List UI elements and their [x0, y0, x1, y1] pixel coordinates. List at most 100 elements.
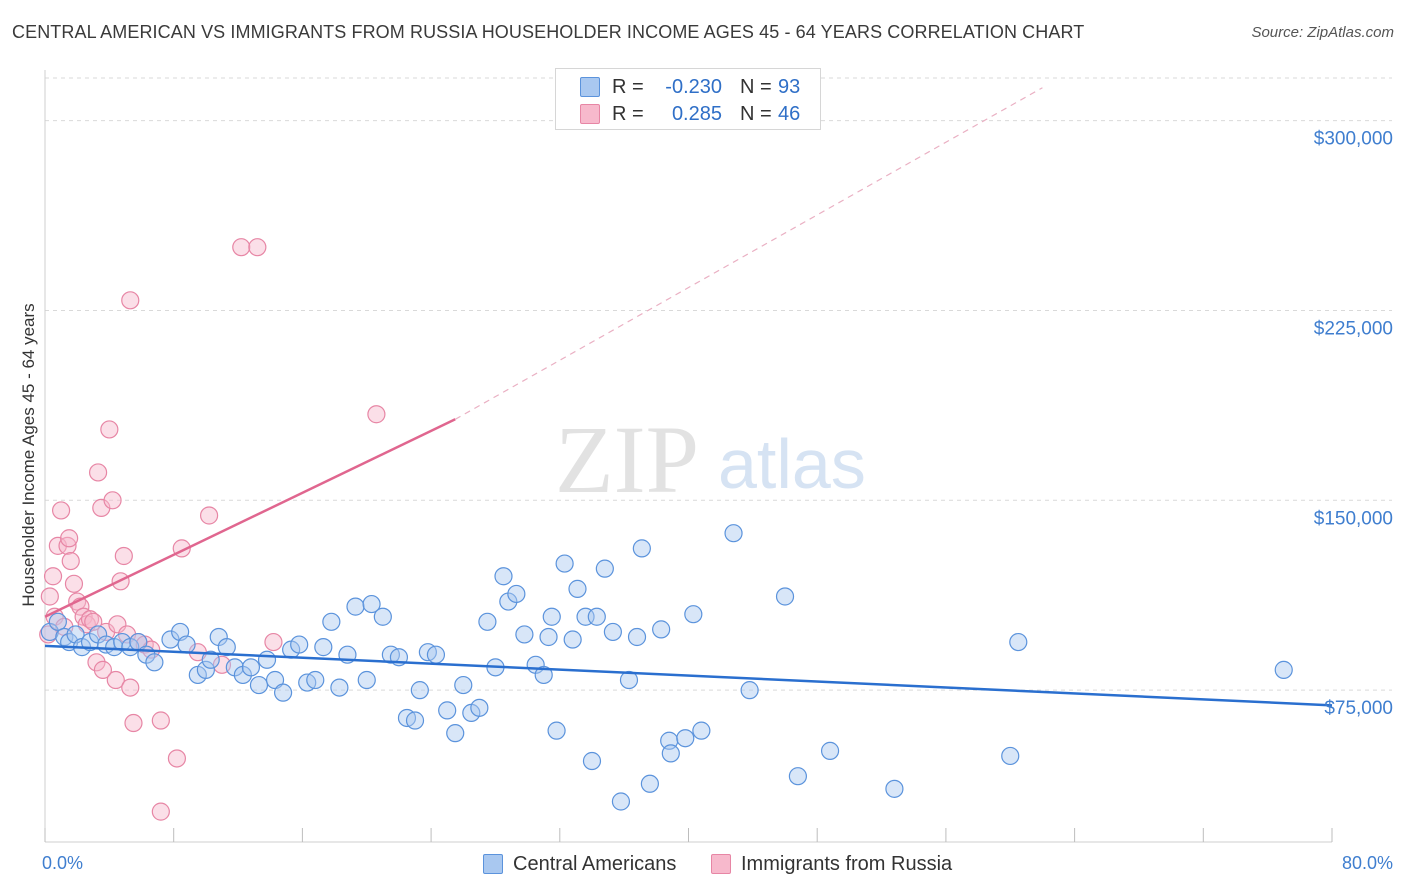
bottom-legend-label: Central Americans: [513, 852, 677, 875]
point-immigrants-from-russia: [248, 238, 267, 257]
point-central-americans: [322, 612, 341, 631]
point-central-americans: [306, 670, 325, 690]
point-immigrants-from-russia: [93, 660, 113, 679]
point-central-americans: [438, 701, 457, 720]
y-axis-label: Householder Income Ages 45 - 64 years: [19, 303, 38, 606]
point-central-americans: [740, 681, 759, 700]
point-central-americans: [314, 638, 333, 657]
point-central-americans: [676, 729, 695, 748]
point-central-americans: [627, 627, 647, 647]
point-central-americans: [362, 594, 381, 614]
point-central-americans: [652, 620, 671, 639]
watermark-atlas: atlas: [718, 425, 866, 503]
point-central-americans: [692, 721, 711, 740]
x-tick-min: 0.0%: [42, 853, 83, 873]
source-credit: Source: ZipAtlas.com: [1251, 24, 1394, 41]
point-central-americans: [241, 658, 261, 677]
point-central-americans: [161, 630, 180, 649]
point-central-americans: [582, 751, 602, 771]
point-central-americans: [454, 675, 473, 695]
point-central-americans: [661, 744, 680, 763]
legend-n-label: N =: [740, 102, 772, 125]
point-immigrants-from-russia: [121, 291, 140, 310]
point-central-americans: [684, 605, 703, 624]
point-immigrants-from-russia: [80, 610, 100, 629]
point-central-americans: [257, 650, 277, 669]
y-tick-label: $75,000: [1324, 698, 1393, 719]
point-central-americans: [330, 678, 349, 697]
point-central-americans: [534, 665, 553, 685]
point-immigrants-from-russia: [64, 574, 84, 593]
point-central-americans: [632, 539, 651, 558]
bottom-legend-immigrants-from-russia: Immigrants from Russia: [711, 852, 952, 876]
point-central-americans: [547, 721, 566, 740]
point-central-americans: [1001, 746, 1020, 766]
trend-lines: [44, 87, 1333, 707]
point-central-americans: [724, 524, 743, 543]
point-central-americans: [820, 741, 840, 760]
trend-line-immigrants-from-russia: [44, 418, 456, 618]
legend-r-value: 0.285: [671, 102, 722, 125]
point-central-americans: [539, 627, 558, 647]
point-central-americans: [1009, 632, 1028, 652]
point-immigrants-from-russia: [58, 536, 77, 555]
x-tick-max: 80.0%: [1342, 853, 1393, 873]
point-immigrants-from-russia: [43, 567, 63, 586]
legend-r-label: R =: [612, 75, 644, 98]
legend-swatch-pink: [580, 104, 600, 124]
legend-r-value: -0.230: [665, 75, 722, 98]
bottom-legend-label: Immigrants from Russia: [741, 852, 953, 875]
point-central-americans: [217, 638, 236, 657]
bottom-legend-swatch-blue: [483, 854, 503, 874]
point-immigrants-from-russia: [100, 420, 119, 439]
y-tick-label: $225,000: [1314, 318, 1393, 339]
point-immigrants-from-russia: [40, 587, 59, 606]
point-central-americans: [249, 675, 269, 695]
y-tick-label: $150,000: [1314, 508, 1393, 529]
point-immigrants-from-russia: [199, 506, 219, 525]
point-immigrants-from-russia: [167, 749, 187, 768]
bottom-legend-swatch-pink: [711, 854, 731, 874]
grid: [45, 77, 1392, 691]
point-central-americans: [357, 670, 376, 690]
watermark: ZIP atlas: [555, 406, 866, 513]
legend-n-label: N =: [740, 75, 772, 98]
legend-n-value: 46: [778, 102, 801, 125]
point-central-americans: [405, 711, 425, 730]
watermark-zip: ZIP: [555, 406, 699, 513]
point-central-americans: [885, 779, 904, 798]
point-central-americans: [145, 653, 164, 672]
y-tick-label: $300,000: [1314, 129, 1393, 150]
trend-extension-immigrants-from-russia: [454, 87, 1043, 420]
series-immigrants-from-russia: [39, 238, 386, 821]
point-central-americans: [346, 597, 365, 616]
point-central-americans: [619, 670, 639, 690]
point-central-americans: [568, 579, 587, 598]
point-central-americans: [470, 698, 489, 717]
point-central-americans: [555, 554, 574, 573]
point-central-americans: [1274, 660, 1293, 679]
point-immigrants-from-russia: [232, 238, 251, 257]
point-central-americans: [788, 767, 807, 786]
legend-row-immigrants-from-russia: R = 0.285 N = 46: [580, 101, 800, 127]
point-central-americans: [273, 683, 293, 702]
bottom-legend-central-americans: Central Americans: [483, 852, 676, 876]
axes: [44, 70, 1333, 843]
point-immigrants-from-russia: [151, 711, 170, 730]
point-central-americans: [201, 650, 220, 669]
y-tick-labels: $75,000 $150,000 $225,000 $300,000: [1314, 129, 1393, 720]
point-immigrants-from-russia: [124, 713, 143, 733]
point-central-americans: [563, 630, 582, 649]
point-immigrants-from-russia: [103, 491, 122, 510]
point-central-americans: [494, 567, 513, 586]
point-immigrants-from-russia: [61, 551, 80, 571]
point-central-americans: [775, 587, 795, 606]
point-central-americans: [515, 625, 534, 644]
point-central-americans: [290, 635, 309, 654]
trend-line-central-americans: [44, 644, 1333, 707]
point-central-americans: [587, 607, 606, 626]
point-central-americans: [446, 724, 465, 743]
point-central-americans: [611, 792, 631, 811]
point-central-americans: [603, 622, 622, 642]
